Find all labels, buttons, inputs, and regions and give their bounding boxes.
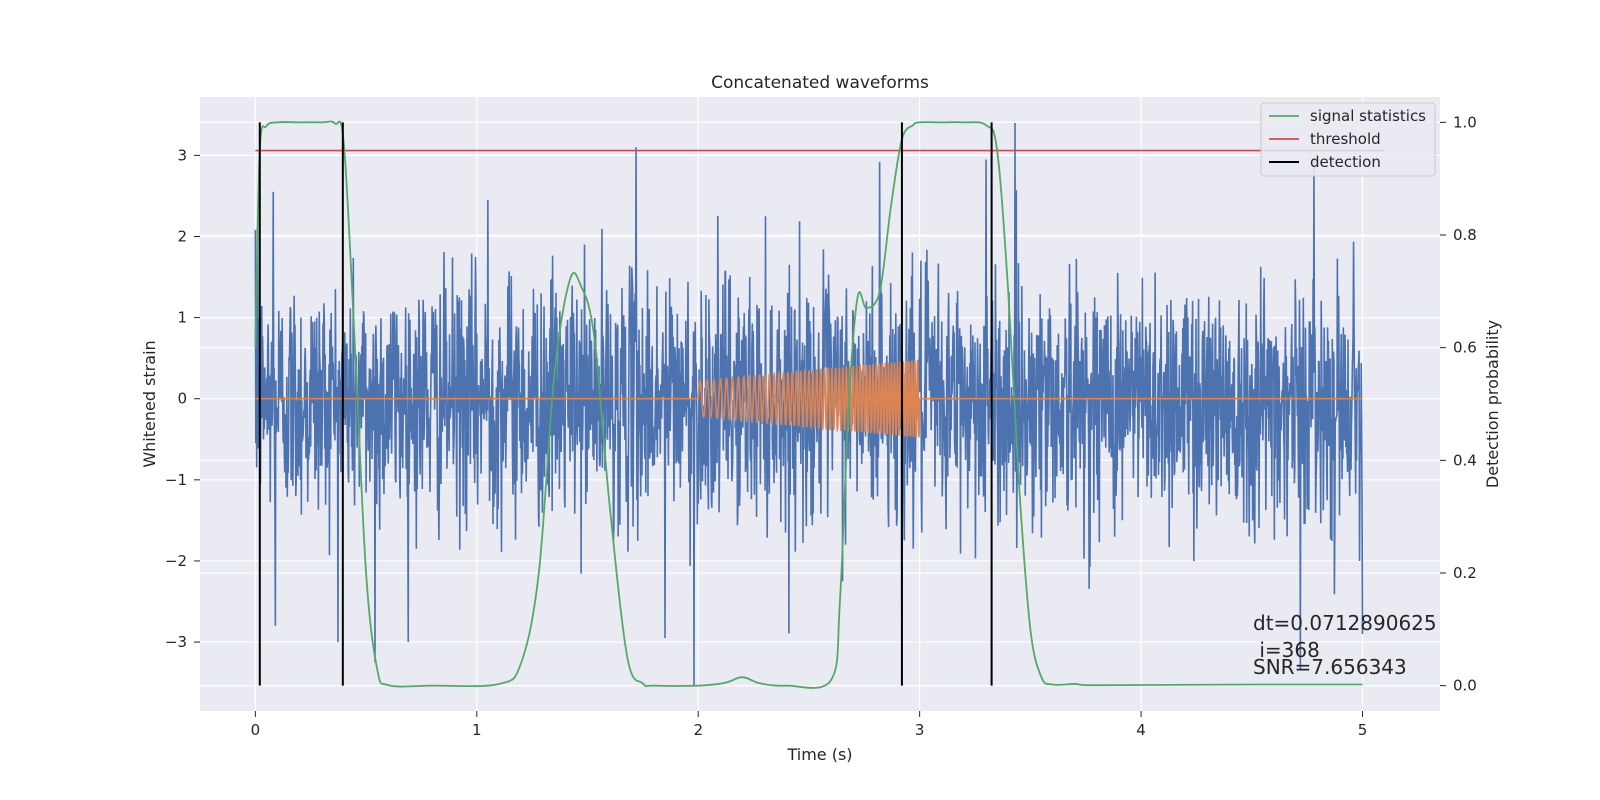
y-tick-label: 1 xyxy=(177,309,187,327)
annotation-dt: dt=0.0712890625 xyxy=(1253,611,1437,635)
y-tick-label: −3 xyxy=(165,633,187,651)
y2-tick-label: 1.0 xyxy=(1453,113,1477,131)
x-axis-label: Time (s) xyxy=(786,745,852,764)
y-tick-label: 0 xyxy=(177,390,187,408)
whitened-strain-series xyxy=(254,122,1364,687)
legend-label-threshold: threshold xyxy=(1310,130,1381,148)
y-tick-label: 2 xyxy=(177,228,187,246)
y2-tick-label: 0.2 xyxy=(1453,564,1477,582)
x-tick-label: 3 xyxy=(915,721,925,739)
x-tick-label: 2 xyxy=(693,721,703,739)
x-tick-label: 4 xyxy=(1136,721,1146,739)
chart-title: Concatenated waveforms xyxy=(711,73,929,93)
y-axis-label: Whitened strain xyxy=(140,340,159,467)
legend: signal statistics threshold detection xyxy=(1260,102,1436,177)
y2-tick-label: 0.0 xyxy=(1453,677,1477,695)
y2-axis-label: Detection probability xyxy=(1483,320,1502,488)
left-axis-ticks: −3 −2 −1 0 1 2 3 xyxy=(165,146,200,651)
injected-waveform-series xyxy=(255,359,1363,438)
y-tick-label: −2 xyxy=(165,552,187,570)
legend-label-detection: detection xyxy=(1310,153,1381,171)
y2-tick-label: 0.4 xyxy=(1453,451,1477,469)
annotation-index: i=368 xyxy=(1253,638,1320,662)
legend-box xyxy=(1260,102,1436,177)
y2-tick-label: 0.8 xyxy=(1453,226,1477,244)
legend-label-signal-statistics: signal statistics xyxy=(1310,107,1426,125)
y2-tick-label: 0.6 xyxy=(1453,339,1477,357)
signal-statistics-line xyxy=(254,120,1363,689)
bottom-axis-ticks: 0 1 2 3 4 5 xyxy=(251,711,1368,739)
x-tick-label: 1 xyxy=(472,721,482,739)
right-axis-ticks: 0.0 0.2 0.4 0.6 0.8 1.0 xyxy=(1440,113,1477,695)
y-tick-label: 3 xyxy=(177,146,187,164)
x-tick-label: 5 xyxy=(1358,721,1368,739)
y-tick-label: −1 xyxy=(165,471,187,489)
annotation-snr: SNR=7.656343 xyxy=(1253,655,1407,679)
detection-lines xyxy=(258,122,993,686)
plot-area xyxy=(254,120,1385,689)
x-tick-label: 0 xyxy=(251,721,261,739)
